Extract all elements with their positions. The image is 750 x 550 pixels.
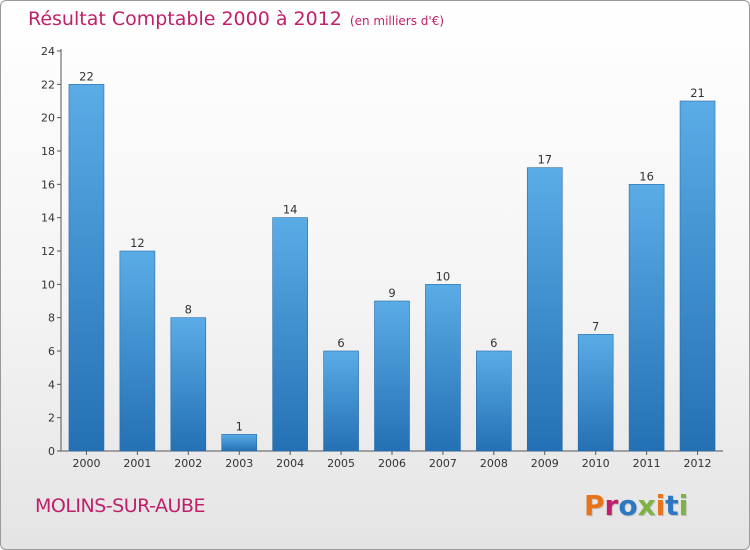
y-tick-label: 22 bbox=[41, 78, 55, 91]
bar-value-label: 16 bbox=[639, 169, 654, 183]
logo-letter: r bbox=[604, 489, 619, 522]
x-tick-label: 2011 bbox=[633, 457, 661, 470]
y-tick-label: 2 bbox=[48, 412, 55, 425]
bar-2006 bbox=[374, 300, 410, 452]
y-tick-label: 16 bbox=[41, 178, 55, 191]
bar-value-label: 1 bbox=[236, 419, 243, 433]
x-tick-label: 2002 bbox=[174, 457, 202, 470]
bar-value-label: 6 bbox=[490, 336, 497, 350]
bar-value-label: 10 bbox=[436, 269, 451, 283]
y-tick-label: 12 bbox=[41, 245, 55, 258]
y-tick-label: 18 bbox=[41, 145, 55, 158]
bar-2007 bbox=[425, 284, 461, 452]
x-tick-label: 2006 bbox=[378, 457, 406, 470]
bar-value-label: 17 bbox=[537, 153, 552, 167]
bar-value-label: 6 bbox=[337, 336, 344, 350]
bar-value-label: 12 bbox=[130, 236, 145, 250]
x-tick-label: 2009 bbox=[531, 457, 559, 470]
logo-letter: P bbox=[584, 489, 605, 522]
bar-2003 bbox=[221, 434, 258, 452]
commune-name: MOLINS-SUR-AUBE bbox=[35, 495, 205, 517]
y-tick-label: 0 bbox=[48, 445, 55, 458]
x-tick-label: 2001 bbox=[123, 457, 151, 470]
logo-letter: o bbox=[618, 489, 638, 522]
y-tick-label: 14 bbox=[41, 212, 55, 225]
chart-title: Résultat Comptable 2000 à 2012 (en millie… bbox=[28, 8, 444, 30]
logo-letter: t bbox=[665, 489, 679, 522]
bar-2012 bbox=[679, 100, 716, 452]
bar-2011 bbox=[628, 184, 665, 452]
x-tick-label: 2005 bbox=[327, 457, 355, 470]
bar-value-label: 7 bbox=[592, 319, 599, 333]
y-tick-label: 6 bbox=[48, 345, 55, 358]
bar-value-label: 14 bbox=[283, 203, 298, 217]
bar-value-label: 9 bbox=[388, 286, 395, 300]
x-tick-label: 2010 bbox=[582, 457, 610, 470]
bar-2001 bbox=[119, 250, 156, 452]
bar-value-label: 8 bbox=[185, 303, 192, 317]
bar-2009 bbox=[526, 167, 563, 452]
chart-subtitle: (en milliers d'€) bbox=[349, 14, 445, 28]
chart-title-text: Résultat Comptable 2000 à 2012 bbox=[28, 8, 342, 30]
proxiti-logo: Proxiti bbox=[584, 489, 688, 522]
x-tick-label: 2000 bbox=[72, 457, 100, 470]
logo-letter: i bbox=[678, 489, 689, 522]
logo-letter: x bbox=[637, 489, 656, 522]
x-tick-label: 2008 bbox=[480, 457, 508, 470]
bar-2004 bbox=[272, 217, 308, 452]
y-tick-label: 20 bbox=[41, 112, 55, 125]
x-tick-label: 2004 bbox=[276, 457, 304, 470]
bar-2010 bbox=[577, 334, 614, 452]
bar-2008 bbox=[476, 350, 512, 452]
y-tick-label: 8 bbox=[48, 312, 55, 325]
y-tick-label: 24 bbox=[41, 45, 55, 58]
x-tick-label: 2012 bbox=[684, 457, 712, 470]
bar-2000 bbox=[68, 84, 105, 452]
y-tick-label: 4 bbox=[48, 378, 55, 391]
x-tick-label: 2003 bbox=[225, 457, 253, 470]
bar-2002 bbox=[170, 317, 207, 452]
x-tick-label: 2007 bbox=[429, 457, 457, 470]
bar-value-label: 22 bbox=[79, 69, 94, 83]
y-tick-label: 10 bbox=[41, 278, 55, 291]
logo-letter: i bbox=[655, 489, 666, 522]
bar-value-label: 21 bbox=[690, 86, 705, 100]
bar-2005 bbox=[323, 350, 359, 452]
